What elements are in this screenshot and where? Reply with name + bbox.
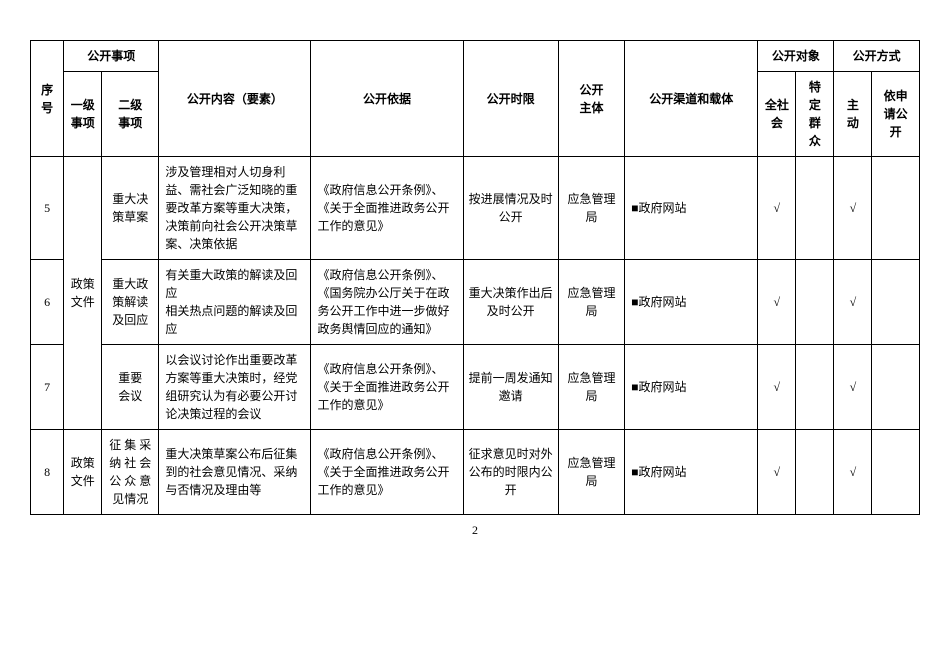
cell-basis: 《政府信息公开条例》、《国务院办公厅关于在政务公开工作中进一步做好政务舆情回应的… (311, 260, 463, 345)
th-channel: 公开渠道和载体 (625, 41, 758, 157)
cell-channel: ■政府网站 (625, 345, 758, 430)
cell-seq: 8 (31, 430, 64, 515)
cell-all: √ (758, 430, 796, 515)
cell-basis: 《政府信息公开条例》、《关于全面推进政务公开工作的意见》 (311, 157, 463, 260)
cell-active: √ (834, 260, 872, 345)
cell-time: 提前一周发通知邀请 (463, 345, 558, 430)
cell-apply (872, 345, 920, 430)
th-apply: 依申请公开 (872, 72, 920, 157)
cell-all: √ (758, 260, 796, 345)
cell-active: √ (834, 345, 872, 430)
cell-time: 重大决策作出后及时公开 (463, 260, 558, 345)
cell-content: 重大决策草案公布后征集到的社会意见情况、采纳与否情况及理由等 (159, 430, 311, 515)
cell-subject: 应急管理局 (558, 157, 625, 260)
th-specific: 特定群众 (796, 72, 834, 157)
th-method: 公开方式 (834, 41, 920, 72)
th-l1: 一级事项 (64, 72, 102, 157)
cell-seq: 6 (31, 260, 64, 345)
page-number: 2 (30, 523, 920, 538)
cell-time: 按进展情况及时公开 (463, 157, 558, 260)
cell-l2: 重大决策草案 (102, 157, 159, 260)
cell-channel: ■政府网站 (625, 157, 758, 260)
table-row: 8 政策文件 征 集 采纳 社 会公 众 意见情况 重大决策草案公布后征集到的社… (31, 430, 920, 515)
cell-channel: ■政府网站 (625, 260, 758, 345)
cell-seq: 7 (31, 345, 64, 430)
cell-specific (796, 260, 834, 345)
cell-seq: 5 (31, 157, 64, 260)
cell-subject: 应急管理局 (558, 430, 625, 515)
cell-basis: 《政府信息公开条例》、《关于全面推进政务公开工作的意见》 (311, 345, 463, 430)
th-basis: 公开依据 (311, 41, 463, 157)
th-target: 公开对象 (758, 41, 834, 72)
cell-l2: 重大政策解读及回应 (102, 260, 159, 345)
th-active: 主动 (834, 72, 872, 157)
cell-specific (796, 157, 834, 260)
th-item: 公开事项 (64, 41, 159, 72)
cell-subject: 应急管理局 (558, 345, 625, 430)
th-time: 公开时限 (463, 41, 558, 157)
disclosure-table: 序号 公开事项 公开内容（要素） 公开依据 公开时限 公开主体 公开渠道和载体 … (30, 40, 920, 515)
cell-all: √ (758, 157, 796, 260)
table-row: 5 政策文件 重大决策草案 涉及管理相对人切身利益、需社会广泛知晓的重要改革方案… (31, 157, 920, 260)
cell-active: √ (834, 430, 872, 515)
th-all: 全社会 (758, 72, 796, 157)
table-row: 6 重大政策解读及回应 有关重大政策的解读及回应相关热点问题的解读及回应 《政府… (31, 260, 920, 345)
table-row: 7 重要会议 以会议讨论作出重要改革方案等重大决策时，经党组研究认为有必要公开讨… (31, 345, 920, 430)
cell-specific (796, 345, 834, 430)
th-content: 公开内容（要素） (159, 41, 311, 157)
cell-specific (796, 430, 834, 515)
cell-channel: ■政府网站 (625, 430, 758, 515)
cell-l1: 政策文件 (64, 157, 102, 430)
th-subject: 公开主体 (558, 41, 625, 157)
cell-apply (872, 430, 920, 515)
cell-content: 以会议讨论作出重要改革方案等重大决策时，经党组研究认为有必要公开讨论决策过程的会… (159, 345, 311, 430)
cell-all: √ (758, 345, 796, 430)
cell-l2: 征 集 采纳 社 会公 众 意见情况 (102, 430, 159, 515)
cell-apply (872, 157, 920, 260)
cell-active: √ (834, 157, 872, 260)
cell-content: 涉及管理相对人切身利益、需社会广泛知晓的重要改革方案等重大决策，决策前向社会公开… (159, 157, 311, 260)
cell-time: 征求意见时对外公布的时限内公开 (463, 430, 558, 515)
cell-content: 有关重大政策的解读及回应相关热点问题的解读及回应 (159, 260, 311, 345)
cell-basis: 《政府信息公开条例》、《关于全面推进政务公开工作的意见》 (311, 430, 463, 515)
cell-subject: 应急管理局 (558, 260, 625, 345)
th-seq: 序号 (31, 41, 64, 157)
th-l2: 二级事项 (102, 72, 159, 157)
cell-apply (872, 260, 920, 345)
cell-l2: 重要会议 (102, 345, 159, 430)
cell-l1: 政策文件 (64, 430, 102, 515)
